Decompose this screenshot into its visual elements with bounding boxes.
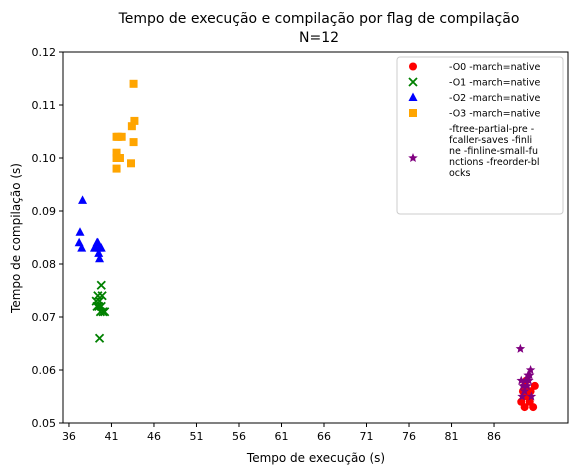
data-point [517,391,527,401]
legend-marker [408,153,418,163]
legend-marker [409,109,417,117]
y-axis-label: Tempo de compilação (s) [9,163,23,314]
x-tick-label: 66 [317,430,331,443]
legend-marker [408,77,418,87]
data-points [74,79,539,412]
data-point [93,237,103,247]
data-point [92,301,102,312]
legend-label: -ftree-partial-pre -fcaller-saves -finli… [449,124,540,179]
y-tick-label: 0.07 [32,311,57,324]
data-point [89,243,99,252]
data-point [525,397,534,406]
data-point [94,333,105,343]
chart-subtitle: N=12 [299,30,339,46]
legend-label: -O0 -march=native [449,62,540,73]
data-point [96,280,106,290]
data-point [127,122,136,131]
y-tick-label: 0.12 [32,46,57,59]
data-point [517,397,526,406]
chart-title: Tempo de execução e compilação por flag … [118,11,520,27]
data-point [524,375,534,385]
x-tick-label: 36 [62,430,76,443]
data-point [112,164,121,173]
x-tick-label: 51 [189,430,203,443]
data-point [129,138,138,147]
y-tick-label: 0.06 [32,364,57,377]
data-point [519,386,530,396]
legend-label: -O2 -march=native [449,93,540,104]
legend-marker [409,62,417,71]
x-tick-label: 86 [487,430,501,443]
data-point [95,253,105,263]
data-point [93,291,103,301]
data-point [130,116,139,125]
data-point [127,159,136,168]
data-point [77,243,87,252]
data-point [78,195,88,204]
x-tick-label: 56 [232,430,246,443]
x-tick-label: 76 [402,430,416,443]
legend-label-line: ocks [449,168,471,179]
data-point [115,154,124,162]
data-point [94,296,105,306]
data-point [112,148,121,157]
y-tick-label: 0.09 [32,205,57,218]
legend-marker [408,92,418,101]
x-tick-label: 41 [104,430,118,443]
data-point [522,380,532,390]
data-point [75,227,85,236]
x-tick-label: 81 [445,430,459,443]
data-point [523,370,533,380]
legend-box [396,56,564,215]
y-axis: 0.05 0.06 0.07 0.08 0.09 0.10 0.11 0.12 [32,46,63,430]
y-tick-label: 0.11 [32,99,57,112]
legend-label-line: fcaller-saves -finli [449,135,532,146]
y-tick-label: 0.05 [32,417,57,430]
data-point [129,79,138,88]
y-tick-label: 0.08 [32,258,57,271]
data-point [114,132,123,141]
legend-label-line: nctions -freorder-bl [449,157,540,168]
data-point [516,375,526,385]
x-tick-label: 46 [147,430,161,443]
legend-label: -O1 -march=native [449,78,540,89]
legend: -O0 -march=native -O1 -march=native -O2 -m… [396,56,564,215]
data-point [94,248,104,257]
legend-label-line: -ftree-partial-pre - [449,124,534,135]
data-point [526,391,537,401]
x-axis-label: Tempo de execução (s) [246,451,385,465]
legend-label-line: ne -finline-small-fu [449,146,538,157]
data-point [515,343,526,353]
x-axis: 36 41 46 51 56 61 66 71 76 81 86 [62,423,501,443]
data-point [525,365,536,375]
data-point [518,380,528,390]
y-tick-label: 0.10 [32,152,57,165]
plot-area [62,51,569,424]
x-tick-label: 71 [360,430,374,443]
x-tick-label: 61 [274,430,288,443]
legend-label: -O3 -march=native [449,109,540,120]
